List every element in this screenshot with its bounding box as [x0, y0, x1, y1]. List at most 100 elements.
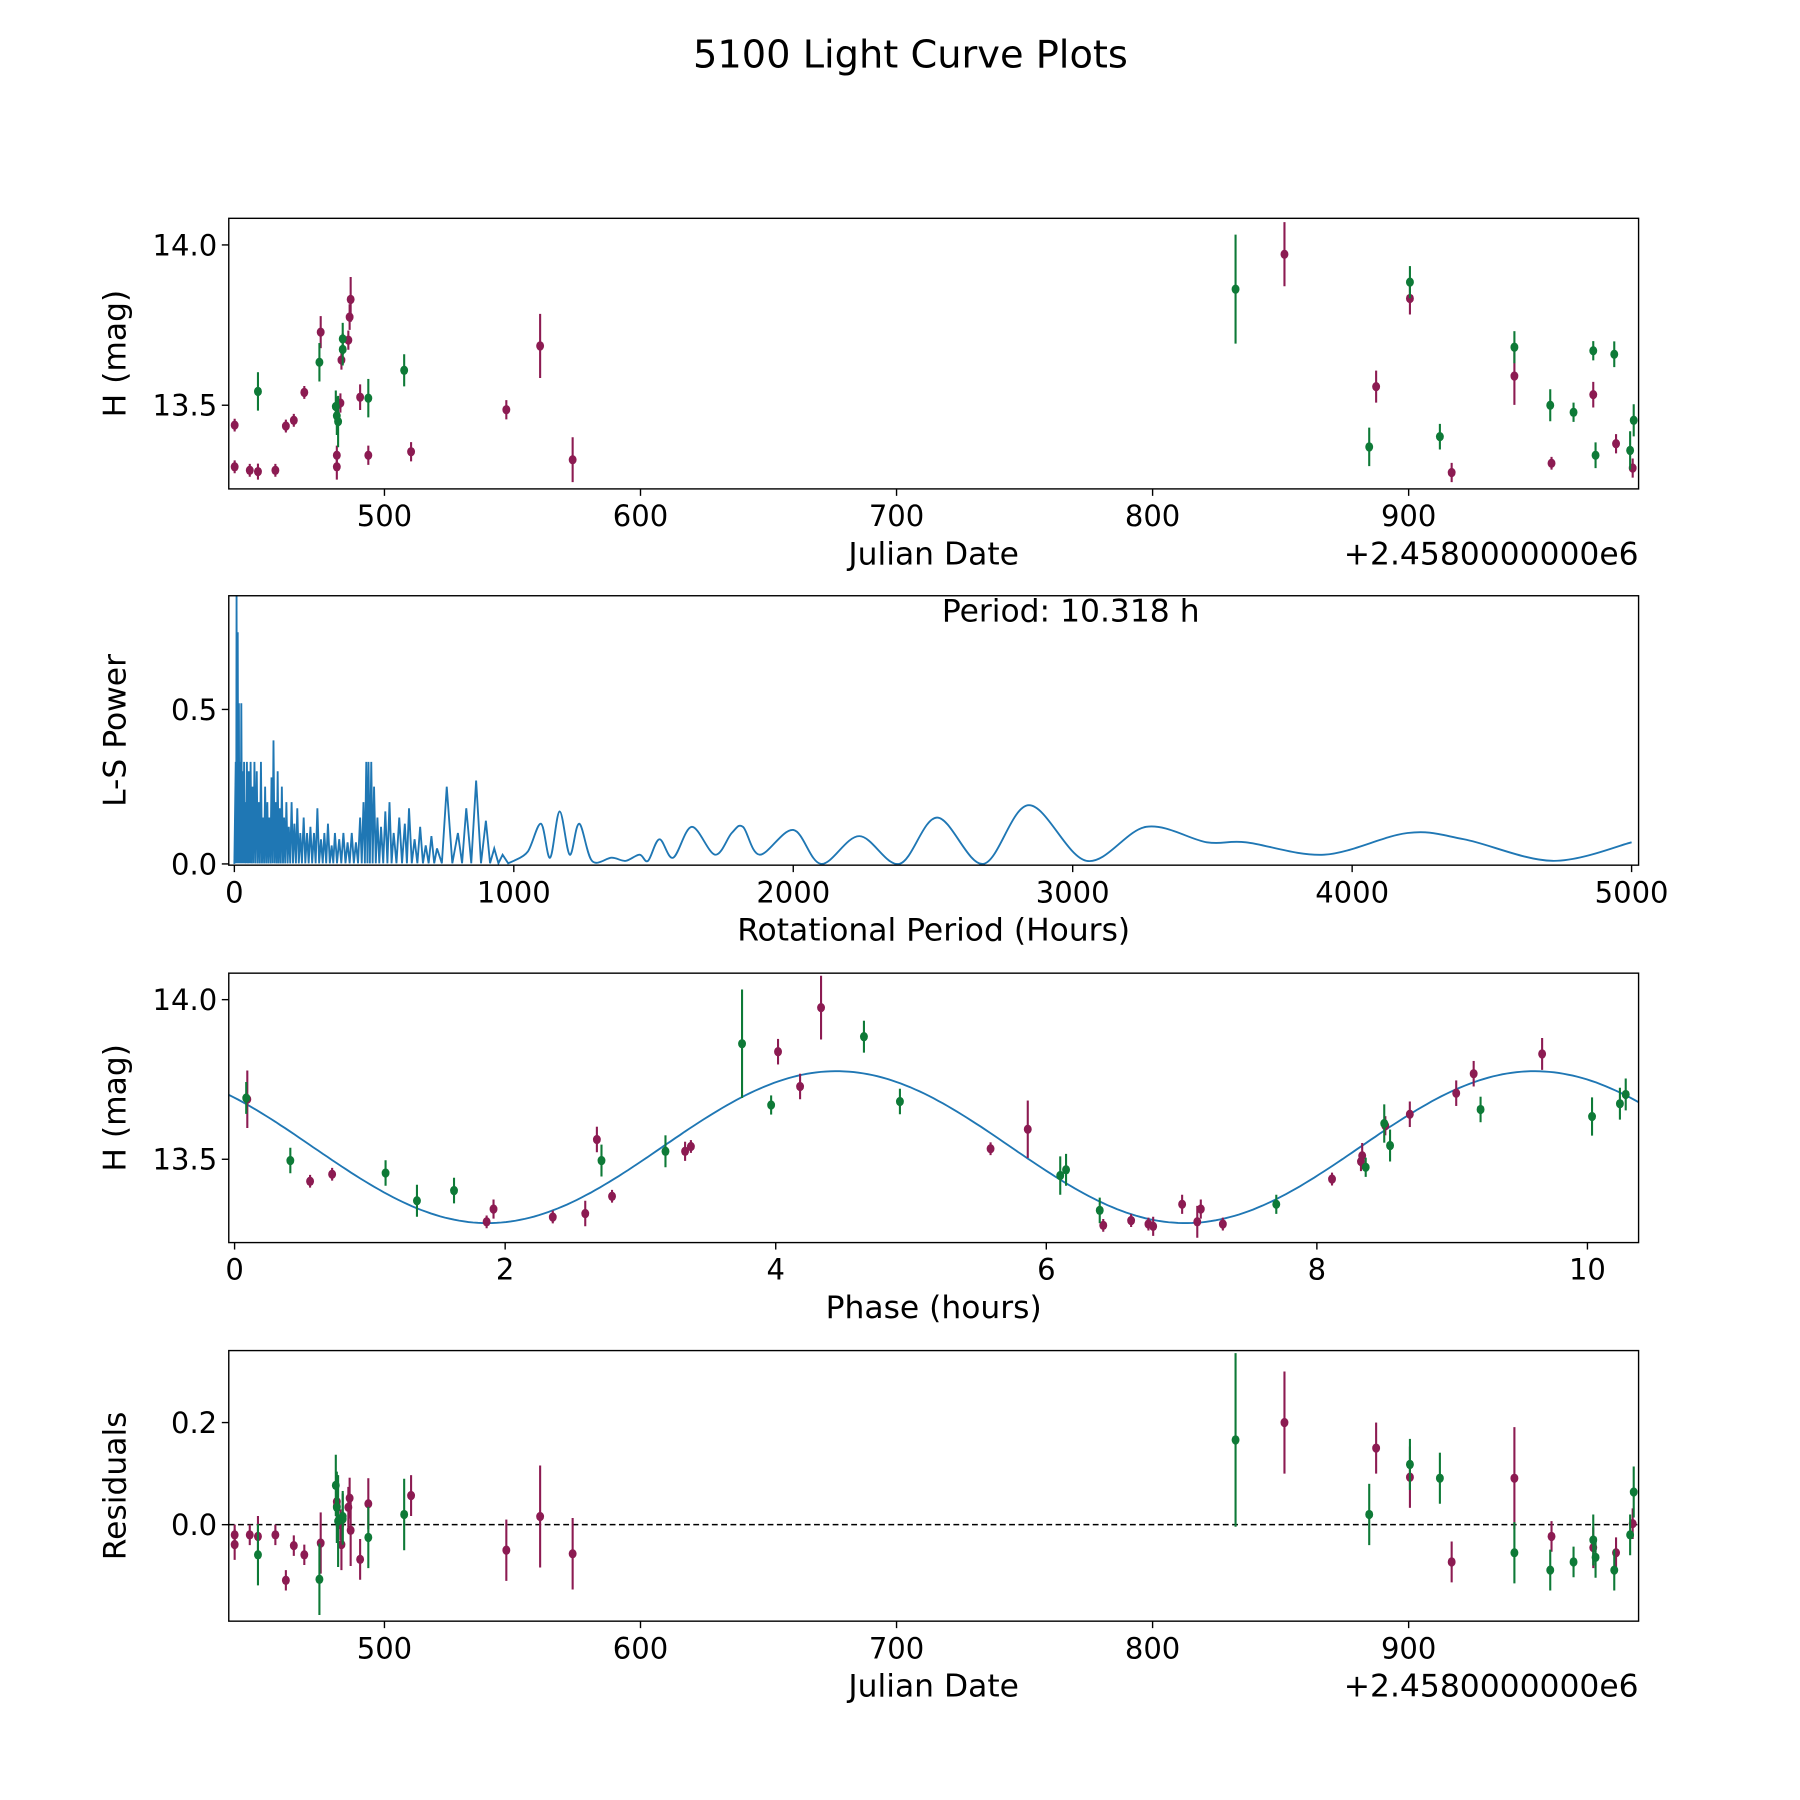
purple-data-point: [548, 1212, 557, 1222]
green-data-point: [895, 1096, 904, 1107]
green-data-point: [1626, 445, 1635, 456]
green-data-point: [1629, 1487, 1638, 1497]
purple-data-point: [1328, 1174, 1336, 1184]
green-data-point: [1621, 1089, 1630, 1100]
purple-data-point: [1280, 249, 1289, 259]
purple-data-point: [271, 1530, 280, 1540]
purple-data-point: [245, 465, 254, 475]
purple-data-point: [346, 294, 355, 305]
y-tick-label: 13.5: [153, 389, 218, 423]
green-data-point: [315, 1574, 324, 1584]
x-tick-label: 0: [225, 875, 243, 909]
axes-frame: [228, 217, 1640, 490]
green-data-point: [1386, 1140, 1395, 1151]
purple-data-point: [817, 1002, 826, 1013]
green-data-point: [1405, 277, 1414, 287]
purple-data-point: [568, 455, 577, 465]
green-data-point: [254, 386, 262, 397]
purple-data-point: [502, 405, 511, 415]
x-tick-label: 800: [1125, 499, 1180, 533]
green-data-point: [1546, 400, 1555, 410]
green-data-point: [1569, 1557, 1578, 1567]
purple-data-point: [1447, 467, 1456, 478]
green-data-point: [1405, 1459, 1414, 1470]
axes-frame: [228, 972, 1640, 1244]
x-axis-label: Phase (hours): [826, 1290, 1042, 1326]
green-data-point: [1231, 1435, 1240, 1445]
purple-data-point: [316, 1538, 325, 1548]
green-data-point: [334, 416, 343, 427]
x-tick-label: 500: [357, 499, 412, 533]
plot-area: [233, 595, 1632, 866]
purple-data-point: [245, 1530, 254, 1540]
green-data-point: [1062, 1165, 1071, 1175]
green-data-point: [1569, 407, 1578, 417]
x-tick-label: 900: [1381, 1631, 1436, 1665]
x-tick-label: 8: [1308, 1253, 1326, 1287]
purple-data-point: [328, 1169, 337, 1179]
green-data-point: [400, 1509, 409, 1520]
y-tick-label: 13.5: [153, 1143, 218, 1177]
purple-data-point: [1196, 1204, 1205, 1214]
x-tick-label: 600: [613, 499, 668, 533]
green-data-point: [1591, 1552, 1600, 1562]
purple-data-point: [230, 1539, 239, 1550]
green-data-point: [1365, 1509, 1374, 1520]
purple-data-point: [356, 392, 365, 402]
green-data-point: [450, 1185, 458, 1196]
purple-data-point: [1510, 371, 1519, 381]
green-data-point: [242, 1093, 251, 1103]
periodogram-line: [233, 595, 1632, 866]
purple-data-point: [581, 1208, 590, 1219]
periodogram-panel: 0 1000 2000 3000 4000 5000 0.0 0.5 Rotational Pe…: [97, 593, 1668, 948]
y-tick-label: 14.0: [153, 983, 218, 1017]
purple-data-point: [1612, 439, 1620, 449]
axes-frame: [228, 595, 1640, 866]
green-data-point: [1610, 349, 1619, 359]
green-data-point: [1380, 1118, 1389, 1129]
green-data-point: [1095, 1205, 1104, 1215]
purple-data-point: [686, 1141, 695, 1152]
purple-data-point: [300, 387, 309, 398]
green-data-point: [400, 365, 409, 375]
x-tick-label: 800: [1125, 1631, 1180, 1665]
purple-data-point: [289, 415, 298, 425]
green-data-point: [315, 357, 324, 367]
x-tick-label: 0: [225, 1253, 243, 1287]
plot-area: [228, 975, 1639, 1238]
purple-data-point: [356, 1554, 365, 1565]
purple-data-point: [592, 1134, 601, 1145]
purple-data-point: [1127, 1215, 1136, 1226]
purple-data-point: [1099, 1220, 1108, 1230]
purple-data-point: [1405, 293, 1414, 304]
purple-data-point: [230, 420, 239, 430]
y-tick-label: 0.0: [171, 1508, 217, 1542]
purple-data-point: [796, 1081, 805, 1092]
x-tick-label: 900: [1381, 499, 1436, 533]
purple-data-point: [1178, 1199, 1187, 1209]
green-data-point: [1591, 450, 1600, 460]
green-data-point: [1056, 1170, 1065, 1181]
model-fit-line: [228, 1070, 1639, 1224]
y-tick-label: 0.0: [171, 847, 217, 881]
purple-data-point: [1372, 1443, 1381, 1453]
green-data-point: [1610, 1565, 1619, 1575]
x-tick-label: 1000: [477, 875, 551, 909]
x-axis-label: Rotational Period (Hours): [737, 913, 1130, 949]
purple-data-point: [986, 1144, 995, 1154]
purple-data-point: [306, 1176, 315, 1186]
axes-frame: [228, 1349, 1640, 1622]
purple-data-point: [1218, 1219, 1227, 1229]
purple-data-point: [254, 466, 262, 477]
purple-data-point: [489, 1204, 498, 1214]
y-axis-label: H (mag): [97, 290, 133, 418]
green-data-point: [1435, 1473, 1444, 1483]
x-tick-label: 4000: [1315, 875, 1389, 909]
green-data-point: [859, 1032, 868, 1042]
purple-data-point: [230, 462, 239, 472]
y-tick-label: 14.0: [153, 228, 218, 262]
y-axis-label: L-S Power: [97, 654, 133, 807]
purple-data-point: [681, 1146, 690, 1156]
green-data-point: [738, 1039, 746, 1049]
